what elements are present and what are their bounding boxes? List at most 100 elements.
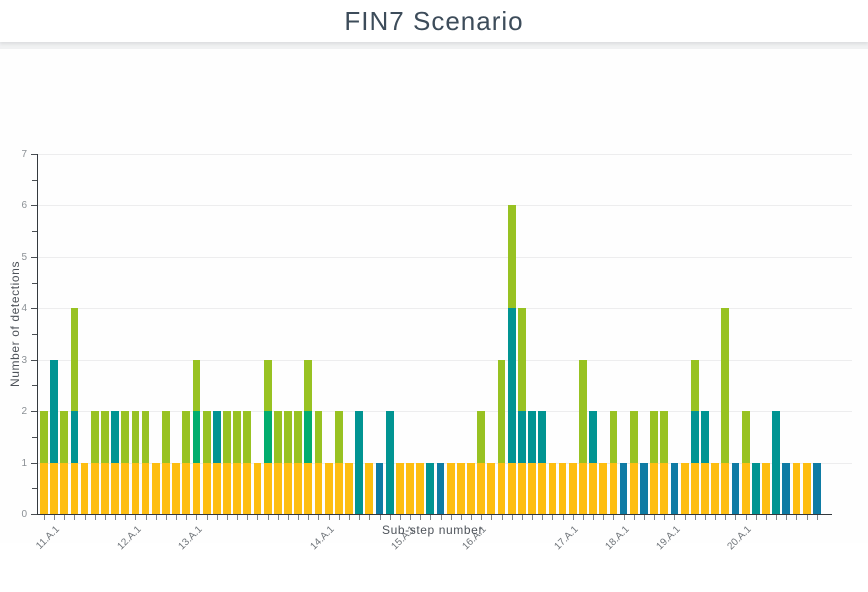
bar-light-green-segment[interactable] [162, 411, 170, 463]
bar-blue-segment[interactable] [436, 462, 445, 514]
bar-teal-segment[interactable] [751, 462, 760, 514]
bar-yellow-segment[interactable] [497, 462, 506, 514]
bar-light-green-segment[interactable] [182, 411, 191, 463]
bar-yellow-segment[interactable] [548, 462, 557, 514]
bar-yellow-segment[interactable] [172, 462, 180, 514]
bar-yellow-segment[interactable] [589, 462, 597, 514]
bar-yellow-segment[interactable] [223, 462, 231, 514]
bar-yellow-segment[interactable] [446, 462, 455, 514]
bar-yellow-segment[interactable] [60, 462, 69, 514]
bar-yellow-segment[interactable] [273, 462, 282, 514]
bar-yellow-segment[interactable] [304, 462, 313, 514]
bar-teal-segment[interactable] [355, 411, 364, 514]
bar-light-green-segment[interactable] [497, 359, 506, 463]
bar-yellow-segment[interactable] [477, 462, 486, 514]
bar-yellow-segment[interactable] [416, 462, 425, 514]
bar-teal-segment[interactable] [701, 411, 709, 463]
bar-yellow-segment[interactable] [741, 462, 750, 514]
bar-teal-segment[interactable] [528, 411, 536, 463]
bar-yellow-segment[interactable] [528, 462, 536, 514]
bar-blue-segment[interactable] [731, 462, 740, 514]
bar-yellow-segment[interactable] [324, 462, 333, 514]
bar-emerald-segment[interactable] [263, 411, 272, 463]
bar-yellow-segment[interactable] [162, 462, 170, 514]
bar-yellow-segment[interactable] [233, 462, 242, 514]
bar-yellow-segment[interactable] [467, 462, 475, 514]
bar-yellow-segment[interactable] [253, 462, 262, 514]
bar-light-green-segment[interactable] [721, 308, 730, 463]
bar-yellow-segment[interactable] [345, 462, 353, 514]
bar-light-green-segment[interactable] [60, 411, 69, 463]
bar-light-green-segment[interactable] [741, 411, 750, 463]
bar-teal-segment[interactable] [507, 308, 516, 463]
bar-light-green-segment[interactable] [233, 411, 242, 463]
bar-yellow-segment[interactable] [701, 462, 709, 514]
bar-yellow-segment[interactable] [263, 462, 272, 514]
bar-light-green-segment[interactable] [507, 205, 516, 309]
bar-yellow-segment[interactable] [202, 462, 211, 514]
bar-light-green-segment[interactable] [579, 359, 587, 463]
bar-light-green-segment[interactable] [629, 411, 638, 463]
bar-yellow-segment[interactable] [131, 462, 140, 514]
bar-light-green-segment[interactable] [304, 359, 313, 412]
bar-teal-segment[interactable] [111, 411, 119, 463]
bar-blue-segment[interactable] [670, 462, 679, 514]
bar-yellow-segment[interactable] [802, 462, 811, 514]
bar-light-green-segment[interactable] [294, 411, 303, 463]
bar-teal-segment[interactable] [690, 411, 699, 463]
bar-yellow-segment[interactable] [212, 462, 221, 514]
bar-yellow-segment[interactable] [192, 462, 201, 514]
bar-light-green-segment[interactable] [101, 411, 109, 463]
bar-yellow-segment[interactable] [50, 462, 58, 514]
bar-yellow-segment[interactable] [538, 462, 547, 514]
bar-yellow-segment[interactable] [121, 462, 130, 514]
bar-blue-segment[interactable] [375, 462, 384, 514]
bar-yellow-segment[interactable] [151, 462, 160, 514]
bar-yellow-segment[interactable] [40, 462, 48, 514]
bar-teal-segment[interactable] [385, 411, 394, 514]
bar-yellow-segment[interactable] [650, 462, 658, 514]
bar-light-green-segment[interactable] [40, 411, 48, 463]
bar-yellow-segment[interactable] [80, 462, 89, 514]
bar-yellow-segment[interactable] [487, 462, 496, 514]
bar-yellow-segment[interactable] [90, 462, 99, 514]
bar-yellow-segment[interactable] [762, 462, 770, 514]
bar-emerald-segment[interactable] [304, 411, 313, 463]
bar-yellow-segment[interactable] [568, 462, 577, 514]
bar-yellow-segment[interactable] [517, 462, 526, 514]
bar-yellow-segment[interactable] [294, 462, 303, 514]
bar-teal-segment[interactable] [517, 411, 526, 463]
bar-light-green-segment[interactable] [273, 411, 282, 463]
bar-yellow-segment[interactable] [395, 462, 404, 514]
bar-light-green-segment[interactable] [477, 411, 486, 463]
bar-teal-segment[interactable] [538, 411, 547, 463]
bar-yellow-segment[interactable] [792, 462, 801, 514]
bar-light-green-segment[interactable] [660, 411, 669, 463]
bar-yellow-segment[interactable] [284, 462, 292, 514]
bar-blue-segment[interactable] [640, 462, 648, 514]
bar-light-green-segment[interactable] [70, 308, 79, 412]
bar-light-green-segment[interactable] [284, 411, 292, 463]
bar-yellow-segment[interactable] [243, 462, 252, 514]
bar-light-green-segment[interactable] [517, 308, 526, 412]
bar-blue-segment[interactable] [619, 462, 628, 514]
bar-light-green-segment[interactable] [609, 411, 618, 463]
bar-yellow-segment[interactable] [599, 462, 608, 514]
bar-emerald-segment[interactable] [192, 411, 201, 463]
bar-yellow-segment[interactable] [182, 462, 191, 514]
bar-yellow-segment[interactable] [456, 462, 465, 514]
bar-light-green-segment[interactable] [650, 411, 658, 463]
bar-light-green-segment[interactable] [202, 411, 211, 463]
bar-light-green-segment[interactable] [690, 359, 699, 412]
bar-light-green-segment[interactable] [243, 411, 252, 463]
bar-yellow-segment[interactable] [101, 462, 109, 514]
bar-light-green-segment[interactable] [314, 411, 323, 463]
bar-yellow-segment[interactable] [141, 462, 150, 514]
bar-teal-segment[interactable] [772, 411, 781, 514]
bar-yellow-segment[interactable] [711, 462, 720, 514]
bar-teal-segment[interactable] [50, 359, 58, 463]
bar-teal-segment[interactable] [212, 411, 221, 463]
bar-yellow-segment[interactable] [558, 462, 567, 514]
bar-yellow-segment[interactable] [680, 462, 689, 514]
bar-teal-segment[interactable] [70, 411, 79, 463]
